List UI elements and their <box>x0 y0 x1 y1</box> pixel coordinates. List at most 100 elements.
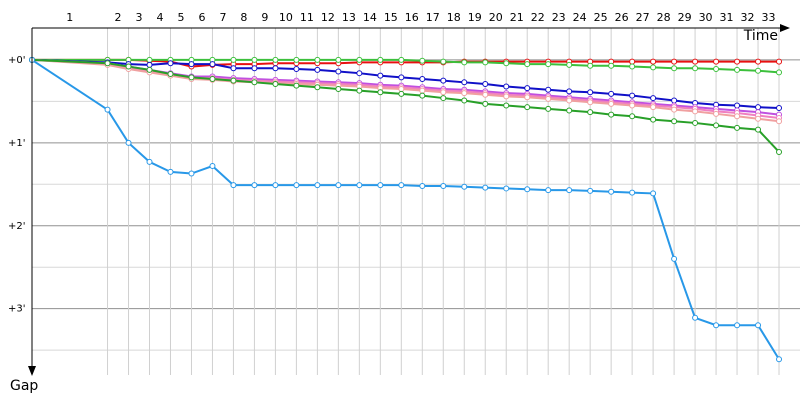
data-point <box>713 58 720 65</box>
data-point <box>314 66 321 73</box>
data-point <box>587 89 594 96</box>
data-point <box>650 190 657 197</box>
data-point <box>566 61 573 68</box>
data-point <box>251 79 258 86</box>
data-point <box>377 56 384 63</box>
data-point <box>671 97 678 104</box>
series-line <box>31 59 780 360</box>
x-tick-label: 25 <box>594 11 608 24</box>
data-point <box>755 322 762 329</box>
data-point <box>650 58 657 65</box>
data-point <box>671 58 678 65</box>
x-tick-label: 20 <box>489 11 503 24</box>
data-point <box>272 56 279 63</box>
data-point <box>692 108 699 115</box>
data-point <box>503 60 510 67</box>
data-point <box>608 188 615 195</box>
data-point <box>230 65 237 72</box>
data-point <box>419 57 426 64</box>
y-tick-label: +1' <box>8 138 26 149</box>
data-point <box>524 85 531 92</box>
x-tick-label: 19 <box>468 11 482 24</box>
data-point <box>629 58 636 65</box>
x-tick-label: 13 <box>342 11 356 24</box>
data-point <box>650 95 657 102</box>
x-tick-label: 8 <box>240 11 247 24</box>
x-tick-label: 32 <box>741 11 755 24</box>
data-point <box>524 104 531 111</box>
data-point <box>755 104 762 111</box>
x-tick-label: 5 <box>177 11 184 24</box>
y-tick-label: +2' <box>8 221 26 232</box>
data-point <box>650 64 657 71</box>
x-tick-label: 12 <box>321 11 335 24</box>
data-point <box>524 61 531 68</box>
x-tick-label: 23 <box>552 11 566 24</box>
data-point <box>188 170 195 177</box>
data-point <box>776 105 783 112</box>
data-point <box>755 115 762 122</box>
data-point <box>566 187 573 194</box>
data-point <box>629 102 636 109</box>
data-point <box>503 93 510 100</box>
data-point <box>440 182 447 189</box>
series-line <box>32 58 780 68</box>
data-point <box>734 102 741 109</box>
data-point <box>440 58 447 65</box>
data-point <box>776 118 783 125</box>
data-point <box>440 77 447 84</box>
data-point <box>419 87 426 94</box>
data-point <box>293 182 300 189</box>
y-axis-title: Gap <box>10 378 38 394</box>
data-point <box>293 56 300 63</box>
data-point <box>608 111 615 118</box>
data-point <box>251 56 258 63</box>
data-point <box>734 66 741 73</box>
data-point <box>188 61 195 68</box>
x-tick-label: 16 <box>405 11 419 24</box>
data-point <box>146 56 153 63</box>
data-point <box>461 79 468 86</box>
data-point <box>125 139 132 146</box>
x-tick-label: 9 <box>261 11 268 24</box>
data-point <box>272 80 279 87</box>
data-point <box>587 109 594 116</box>
series-line <box>31 58 780 116</box>
x-tick-label: 1 <box>66 11 73 24</box>
data-point <box>146 158 153 165</box>
data-point <box>419 75 426 82</box>
x-tick-label: 28 <box>657 11 671 24</box>
data-point <box>524 94 531 101</box>
data-point <box>482 91 489 98</box>
data-point <box>650 104 657 111</box>
x-tick-label: 31 <box>720 11 734 24</box>
data-point <box>587 99 594 106</box>
data-point <box>188 74 195 81</box>
data-point <box>398 90 405 97</box>
data-point <box>314 56 321 63</box>
data-point <box>461 59 468 66</box>
data-point <box>734 124 741 131</box>
data-point <box>398 182 405 189</box>
data-point <box>356 87 363 94</box>
data-point <box>545 187 552 194</box>
data-point <box>587 187 594 194</box>
x-tick-label: 4 <box>157 11 164 24</box>
data-point <box>482 100 489 107</box>
data-point <box>503 102 510 109</box>
grid <box>32 28 800 375</box>
data-point <box>755 58 762 65</box>
data-point <box>461 183 468 190</box>
data-point <box>251 182 258 189</box>
data-point <box>671 65 678 72</box>
data-point <box>650 116 657 123</box>
data-point <box>104 106 111 113</box>
data-point <box>629 63 636 70</box>
data-point <box>629 92 636 99</box>
data-point <box>755 67 762 74</box>
data-point <box>629 113 636 120</box>
data-point <box>671 118 678 125</box>
data-point <box>272 182 279 189</box>
